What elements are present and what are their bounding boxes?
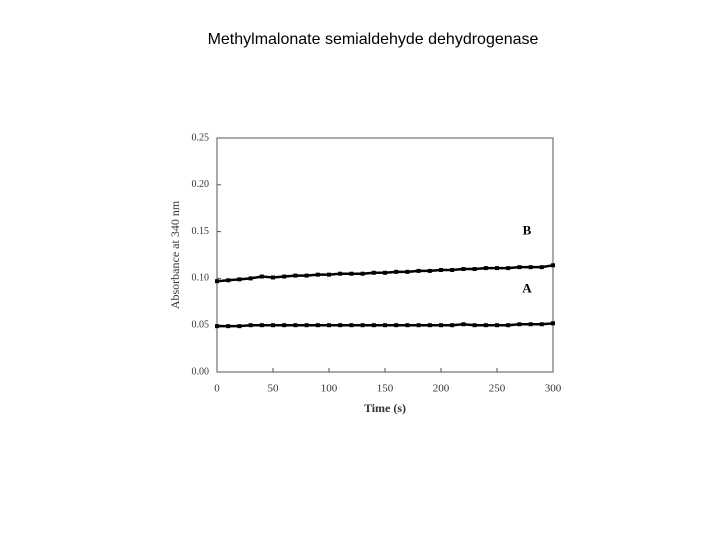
point	[360, 323, 365, 328]
point	[450, 267, 455, 272]
point	[461, 322, 466, 327]
point	[215, 324, 219, 329]
point	[528, 265, 533, 270]
point	[237, 324, 242, 329]
point	[226, 278, 231, 283]
point	[383, 323, 387, 328]
x-tick-label: 250	[489, 383, 506, 395]
point	[315, 272, 320, 277]
point	[394, 323, 399, 328]
point	[226, 324, 231, 329]
point	[237, 277, 242, 282]
point	[304, 323, 309, 328]
x-tick-label: 50	[268, 383, 280, 395]
point	[551, 263, 555, 268]
point	[439, 267, 443, 272]
point	[517, 322, 522, 327]
point	[461, 267, 466, 272]
point	[327, 323, 331, 328]
point	[293, 273, 298, 278]
point	[405, 269, 410, 274]
point	[349, 323, 354, 328]
point	[271, 275, 275, 280]
point	[371, 323, 376, 328]
point	[304, 273, 309, 278]
x-tick-label: 150	[377, 383, 394, 395]
point	[215, 279, 219, 284]
point	[327, 272, 331, 277]
x-tick-label: 100	[321, 383, 338, 395]
point	[427, 268, 432, 273]
point	[293, 323, 298, 328]
y-tick-label: 0.15	[192, 226, 210, 237]
point	[248, 323, 253, 328]
point	[495, 323, 499, 328]
point	[483, 266, 488, 271]
point	[394, 269, 399, 274]
y-tick-label: 0.05	[192, 319, 210, 330]
x-tick-label: 200	[433, 383, 450, 395]
point	[259, 323, 264, 328]
point	[495, 266, 499, 271]
series-label: B	[523, 222, 532, 237]
point	[439, 323, 443, 328]
point	[271, 323, 275, 328]
point	[472, 267, 477, 272]
point	[338, 271, 343, 276]
y-tick-label: 0.20	[192, 179, 210, 190]
y-tick-label: 0.25	[192, 132, 210, 143]
y-axis-label: Absorbance at 340 nm	[168, 200, 182, 309]
point	[416, 323, 421, 328]
point	[405, 323, 410, 328]
point	[259, 274, 264, 279]
point	[450, 323, 455, 328]
point	[349, 271, 354, 276]
y-tick-label: 0.10	[192, 273, 210, 284]
point	[371, 270, 376, 275]
point	[539, 322, 544, 327]
point	[539, 265, 544, 270]
point	[338, 323, 343, 328]
point	[528, 322, 533, 327]
point	[483, 323, 488, 328]
point	[427, 323, 432, 328]
point	[360, 271, 365, 276]
series-label: A	[522, 280, 532, 295]
point	[248, 276, 253, 281]
x-tick-label: 0	[214, 383, 220, 395]
point	[506, 323, 511, 328]
plot-frame	[216, 137, 554, 373]
point	[315, 323, 320, 328]
chart-title: Methylmalonate semialdehyde dehydrogenas…	[208, 31, 539, 48]
point	[472, 323, 477, 328]
point	[506, 266, 511, 271]
point	[383, 270, 387, 275]
x-tick-label: 300	[545, 383, 562, 395]
point	[517, 265, 522, 270]
point	[551, 321, 555, 326]
y-tick-label: 0.00	[192, 366, 210, 377]
point	[282, 274, 287, 279]
point	[416, 268, 421, 273]
x-axis-label: Time (s)	[364, 401, 406, 415]
point	[282, 323, 287, 328]
